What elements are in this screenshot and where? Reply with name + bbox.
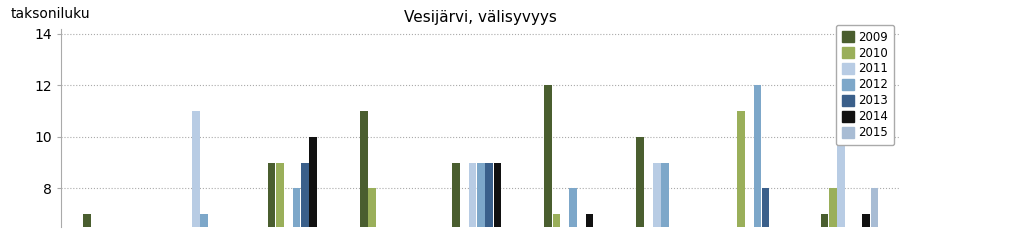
Bar	[829, 188, 837, 227]
Bar	[192, 111, 199, 227]
Bar	[653, 163, 661, 227]
Bar	[360, 111, 367, 227]
Bar	[820, 214, 829, 227]
Text: taksoniluku: taksoniluku	[10, 7, 90, 21]
Bar	[293, 188, 301, 227]
Legend: 2009, 2010, 2011, 2012, 2013, 2014, 2015: 2009, 2010, 2011, 2012, 2013, 2014, 2015	[836, 25, 894, 145]
Bar	[276, 163, 283, 227]
Bar	[368, 188, 375, 227]
Bar	[661, 163, 669, 227]
Bar	[201, 214, 208, 227]
Bar	[452, 163, 459, 227]
Bar	[862, 214, 870, 227]
Bar	[477, 163, 485, 227]
Bar	[485, 163, 493, 227]
Bar	[569, 188, 577, 227]
Bar	[586, 214, 593, 227]
Bar	[754, 85, 761, 227]
Bar	[84, 214, 91, 227]
Bar	[268, 163, 275, 227]
Bar	[544, 85, 552, 227]
Bar	[871, 188, 878, 227]
Bar	[469, 163, 477, 227]
Bar	[493, 163, 501, 227]
Bar	[737, 111, 745, 227]
Bar	[762, 188, 769, 227]
Title: Vesijärvi, välisyvyys: Vesijärvi, välisyvyys	[404, 10, 558, 25]
Bar	[309, 137, 317, 227]
Bar	[636, 137, 644, 227]
Bar	[552, 214, 561, 227]
Bar	[838, 111, 845, 227]
Bar	[301, 163, 309, 227]
